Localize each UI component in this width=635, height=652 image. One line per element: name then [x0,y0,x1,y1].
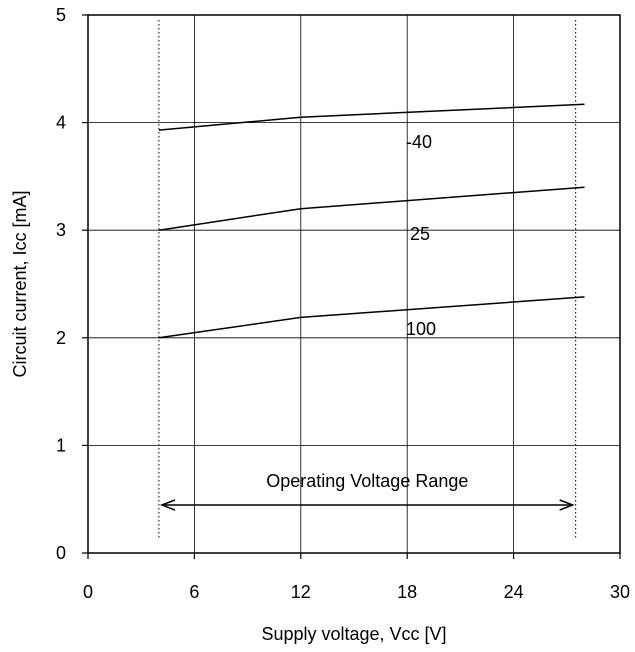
series-line [158,296,585,339]
x-tick-label: 12 [291,582,311,602]
series-line [158,186,585,231]
series-line [158,103,585,131]
series-label: 25 [410,224,430,244]
y-tick-label: 0 [56,543,66,563]
series-label: -40 [406,132,432,152]
y-axis-title: Circuit current, Icc [mA] [10,190,30,377]
x-tick-label: 30 [610,582,630,602]
x-tick-label: 24 [504,582,524,602]
range-arrow-right-head [559,499,575,511]
x-tick-label: 18 [397,582,417,602]
operating-range [158,20,577,540]
x-tick-label: 6 [189,582,199,602]
x-tick-label: 0 [83,582,93,602]
operating-range-label: Operating Voltage Range [266,471,468,491]
y-tick-label: 2 [56,328,66,348]
plot-area-frame [87,14,621,554]
range-arrow-left-head [159,499,176,511]
y-tick-label: 5 [56,5,66,25]
y-tick-label: 3 [56,220,66,240]
y-tick-label: 1 [56,435,66,455]
x-axis-title: Supply voltage, Vcc [V] [261,624,446,644]
y-tick-label: 4 [56,113,66,133]
series-lines: -40 25 100 [158,103,585,339]
series-label: 100 [406,319,436,339]
grid-lines [88,15,620,553]
